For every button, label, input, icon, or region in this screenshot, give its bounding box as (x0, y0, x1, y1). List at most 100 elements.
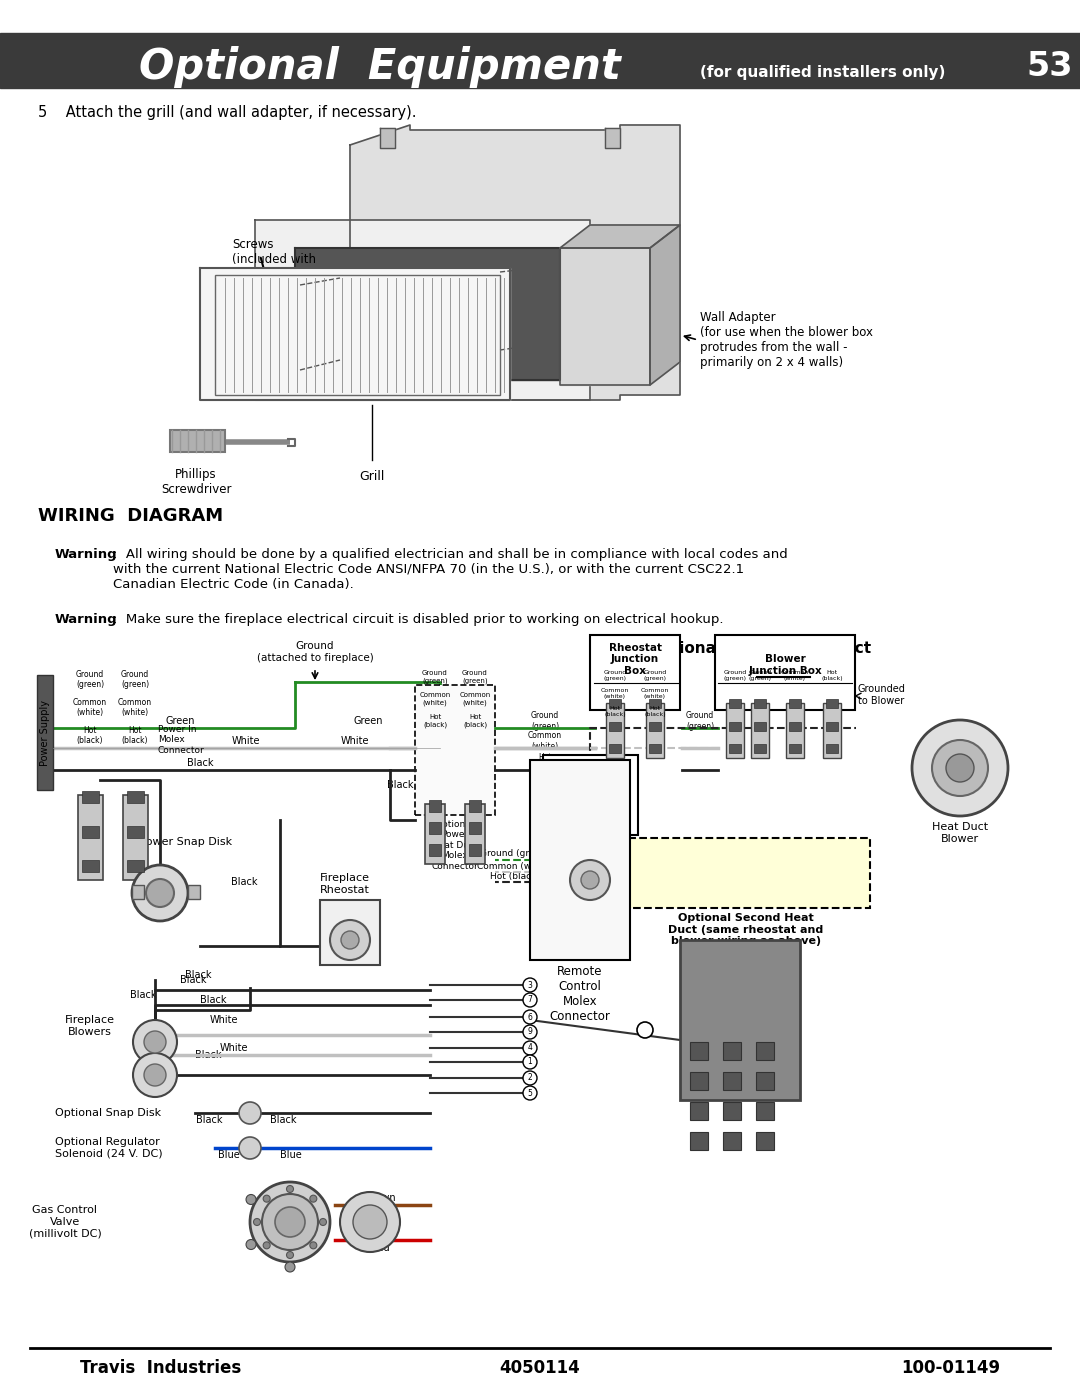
Bar (729, 698, 741, 708)
Bar (649, 721, 661, 731)
Bar (320, 900, 380, 965)
Bar (126, 861, 144, 872)
Circle shape (249, 1182, 330, 1261)
Circle shape (133, 1053, 177, 1097)
Text: Travis  Industries: Travis Industries (80, 1359, 241, 1377)
Bar (622, 838, 870, 908)
Circle shape (144, 1065, 166, 1085)
Bar (690, 1102, 708, 1120)
Text: Black: Black (130, 990, 157, 1000)
Circle shape (146, 879, 174, 907)
Bar (826, 721, 838, 731)
Bar (786, 703, 804, 759)
Text: Red: Red (370, 1243, 389, 1253)
Text: Common
(white): Common (white) (419, 692, 450, 705)
Text: Hot (black) ●: Hot (black) ● (489, 872, 551, 880)
Text: Black: Black (231, 877, 258, 887)
Bar (723, 1102, 741, 1120)
Text: Warning: Warning (55, 613, 118, 626)
Bar (729, 745, 741, 753)
Text: Hot
(black): Hot (black) (122, 726, 148, 746)
Circle shape (912, 719, 1008, 816)
Text: Common
(white): Common (white) (73, 698, 107, 718)
Text: Hot
(black): Hot (black) (463, 714, 487, 728)
Text: Hot
(black): Hot (black) (644, 705, 665, 717)
Text: Phillips
Screwdriver: Phillips Screwdriver (161, 468, 231, 496)
Text: Green: Green (165, 717, 194, 726)
Bar (754, 721, 766, 731)
Bar (469, 844, 481, 856)
Text: Hot
(black): Hot (black) (821, 671, 842, 680)
Bar (81, 861, 98, 872)
Bar (789, 745, 801, 753)
Polygon shape (605, 129, 620, 148)
Bar (723, 1132, 741, 1150)
Text: Hot
(black): Hot (black) (77, 726, 104, 746)
Bar (429, 821, 441, 834)
Bar (188, 886, 200, 900)
Text: Black: Black (270, 1115, 297, 1125)
Bar (606, 703, 624, 759)
Text: Blower
Junction Box: Blower Junction Box (748, 654, 822, 676)
Bar (415, 685, 495, 814)
Circle shape (330, 921, 370, 960)
Text: Ground
(green): Ground (green) (604, 671, 626, 680)
Text: Common
(white): Common (white) (781, 671, 809, 680)
Circle shape (264, 1242, 270, 1249)
Bar (81, 791, 98, 803)
Polygon shape (295, 249, 561, 380)
Text: Optional Second Heat
Duct (same rheostat and
blower wiring as above): Optional Second Heat Duct (same rheostat… (669, 914, 824, 946)
Bar (429, 800, 441, 812)
Text: :  All wiring should be done by a qualified electrician and shall be in complian: : All wiring should be done by a qualifi… (113, 548, 787, 591)
Text: Ground (green) ●: Ground (green) ● (480, 849, 561, 859)
Bar (469, 821, 481, 834)
Text: Ground
(green): Ground (green) (724, 671, 746, 680)
Circle shape (132, 865, 188, 921)
Circle shape (239, 1137, 261, 1160)
Bar (429, 844, 441, 856)
Text: Ground
(green): Ground (green) (686, 711, 714, 731)
Text: Gas Control
Valve
(millivolt DC): Gas Control Valve (millivolt DC) (29, 1206, 102, 1239)
Text: (for qualified installers only): (for qualified installers only) (700, 64, 945, 80)
Bar (751, 703, 769, 759)
Text: 5    Attach the grill (and wall adapter, if necessary).: 5 Attach the grill (and wall adapter, if… (38, 106, 417, 120)
Circle shape (570, 861, 610, 900)
Text: 7: 7 (527, 996, 532, 1004)
Bar (754, 698, 766, 708)
Text: Grill: Grill (360, 469, 384, 483)
Text: Black: Black (387, 780, 414, 789)
Circle shape (133, 1020, 177, 1065)
Circle shape (144, 1031, 166, 1053)
Text: Ground
(green): Ground (green) (462, 671, 488, 683)
Text: Common
(white): Common (white) (640, 687, 670, 698)
Bar (789, 721, 801, 731)
Text: White: White (232, 736, 260, 746)
Text: 4: 4 (527, 1044, 532, 1052)
Circle shape (310, 1242, 316, 1249)
Circle shape (523, 1055, 537, 1069)
Bar (543, 754, 638, 835)
Bar (823, 703, 841, 759)
Bar (81, 826, 98, 837)
Bar (789, 698, 801, 708)
Text: Common
(white): Common (white) (118, 698, 152, 718)
Text: White: White (210, 1016, 239, 1025)
Circle shape (523, 1071, 537, 1085)
Circle shape (523, 1025, 537, 1039)
Bar (726, 703, 744, 759)
Bar (530, 760, 630, 960)
Text: Hot
(black): Hot (black) (531, 753, 558, 773)
Bar (680, 940, 800, 1099)
Bar (690, 1042, 708, 1060)
Text: 53: 53 (1027, 50, 1074, 84)
Circle shape (239, 1102, 261, 1125)
Circle shape (523, 1010, 537, 1024)
Text: Ground
(green): Ground (green) (644, 671, 666, 680)
Text: Common
(white): Common (white) (600, 687, 630, 698)
Text: Heat Duct
Rheostat: Heat Duct Rheostat (564, 840, 617, 862)
Polygon shape (380, 129, 395, 148)
Circle shape (262, 1194, 318, 1250)
Circle shape (523, 978, 537, 992)
Text: Ground
(green): Ground (green) (76, 671, 104, 689)
Bar (723, 1071, 741, 1090)
